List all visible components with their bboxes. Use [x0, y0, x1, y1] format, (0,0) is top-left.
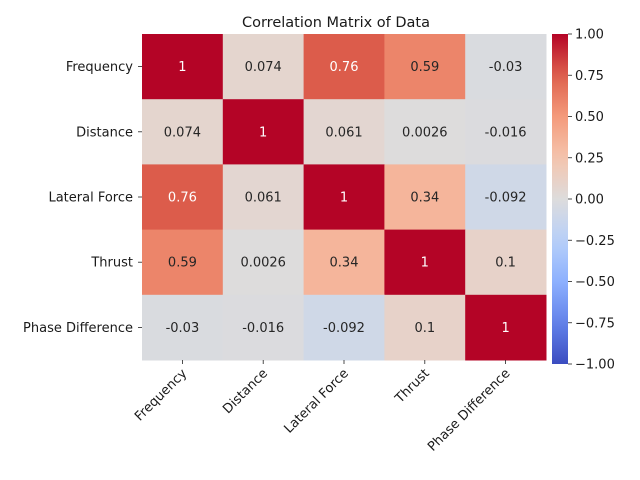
row-label: Phase Difference: [23, 321, 133, 336]
colorbar-tick-label: 1.00: [575, 28, 604, 43]
chart-title: Correlation Matrix of Data: [242, 15, 430, 31]
heatmap-cell: [303, 34, 385, 100]
cell-value-label: 1: [178, 60, 186, 75]
cell-value-label: -0.016: [242, 321, 284, 336]
heatmap-cell: [303, 164, 385, 231]
cell-value-label: -0.03: [489, 60, 523, 75]
cell-value-label: 0.59: [168, 256, 197, 271]
heatmap-cell: [222, 34, 305, 100]
row-label: Distance: [76, 125, 133, 140]
heatmap-cell: [222, 164, 305, 231]
colorbar-tick-label: 0.75: [575, 69, 604, 84]
cell-value-label: 0.1: [414, 321, 435, 336]
cell-value-label: -0.092: [485, 191, 527, 206]
column-label: Thrust: [392, 366, 433, 407]
cell-value-label: 0.061: [245, 191, 282, 206]
heatmap-cell: [384, 294, 466, 361]
heatmap-cell: [303, 99, 385, 165]
cell-value-label: 0.074: [245, 60, 282, 75]
cell-value-label: 0.76: [168, 191, 197, 206]
heatmap-cell: [384, 229, 466, 296]
heatmap-cell: [222, 294, 305, 361]
colorbar-tick-label: −0.25: [575, 234, 615, 249]
cell-value-label: 0.0026: [240, 256, 286, 271]
heatmap-cell: [465, 229, 547, 296]
heatmap-cell: [384, 34, 466, 100]
heatmap-cell: [465, 164, 547, 231]
column-labels: Frequency Distance Lateral Force ThrustPhas…: [132, 360, 513, 455]
cell-value-label: 0.074: [164, 125, 201, 140]
cell-value-label: 0.061: [325, 125, 362, 140]
heatmap-cell: [303, 294, 385, 361]
row-label: Thrust: [90, 256, 133, 271]
row-labels: Frequency Distance Lateral Force Thrust Phas…: [23, 60, 142, 336]
colorbar-tick-label: −0.75: [575, 316, 615, 331]
cell-value-label: 0.59: [410, 60, 439, 75]
heatmap-cell: [222, 229, 305, 296]
column-label: Distance: [220, 366, 271, 417]
cell-value-label: -0.092: [323, 321, 365, 336]
cell-value-label: 1: [340, 191, 348, 206]
cell-value-label: 0.34: [410, 191, 439, 206]
column-label: Frequency: [132, 366, 190, 424]
column-label: Lateral Force: [281, 366, 351, 436]
column-label: Phase Difference: [425, 366, 513, 454]
colorbar-tick-label: −1.00: [575, 358, 615, 373]
colorbar-tick-label: 0.00: [575, 193, 604, 208]
heatmap-cell: [142, 99, 224, 165]
heatmap-cell: [142, 294, 224, 361]
colorbar-ticks: 1.00 0.75 0.50 0.25 0.00 −0.25 −0.50 −0.75 −1.00: [568, 28, 615, 373]
heatmap-cell: [142, 164, 224, 231]
heatmap-cell: [222, 99, 305, 165]
cell-value-label: 0.0026: [402, 125, 448, 140]
cell-value-label: 0.34: [330, 256, 359, 271]
colorbar-tick-label: −0.50: [575, 275, 615, 290]
cell-value-label: 1: [421, 256, 429, 271]
heatmap-cell: [384, 99, 466, 165]
cell-value-label: -0.016: [485, 125, 527, 140]
row-label: Frequency: [66, 60, 133, 75]
heatmap-cell: [142, 34, 224, 100]
colorbar: [552, 34, 568, 364]
colorbar-tick-label: 0.50: [575, 110, 604, 125]
heatmap-cell: [465, 99, 547, 165]
cell-value-label: -0.03: [166, 321, 200, 336]
cell-value-label: 1: [259, 125, 267, 140]
cell-value-label: 0.76: [330, 60, 359, 75]
cell-value-label: 1: [501, 321, 509, 336]
heatmap-cell: [142, 229, 224, 296]
row-label: Lateral Force: [48, 191, 133, 206]
heatmap-cell: [384, 164, 466, 231]
heatmap-cell: [465, 294, 547, 361]
heatmap-cell: [303, 229, 385, 296]
cell-value-label: 0.1: [495, 256, 516, 271]
heatmap-cells: 1 0.074 0.76 0.59 -0.03 0.074 1 0.061 0.0026 -0.0…: [142, 34, 547, 361]
heatmap-cell: [465, 34, 547, 100]
colorbar-tick-label: 0.25: [575, 151, 604, 166]
